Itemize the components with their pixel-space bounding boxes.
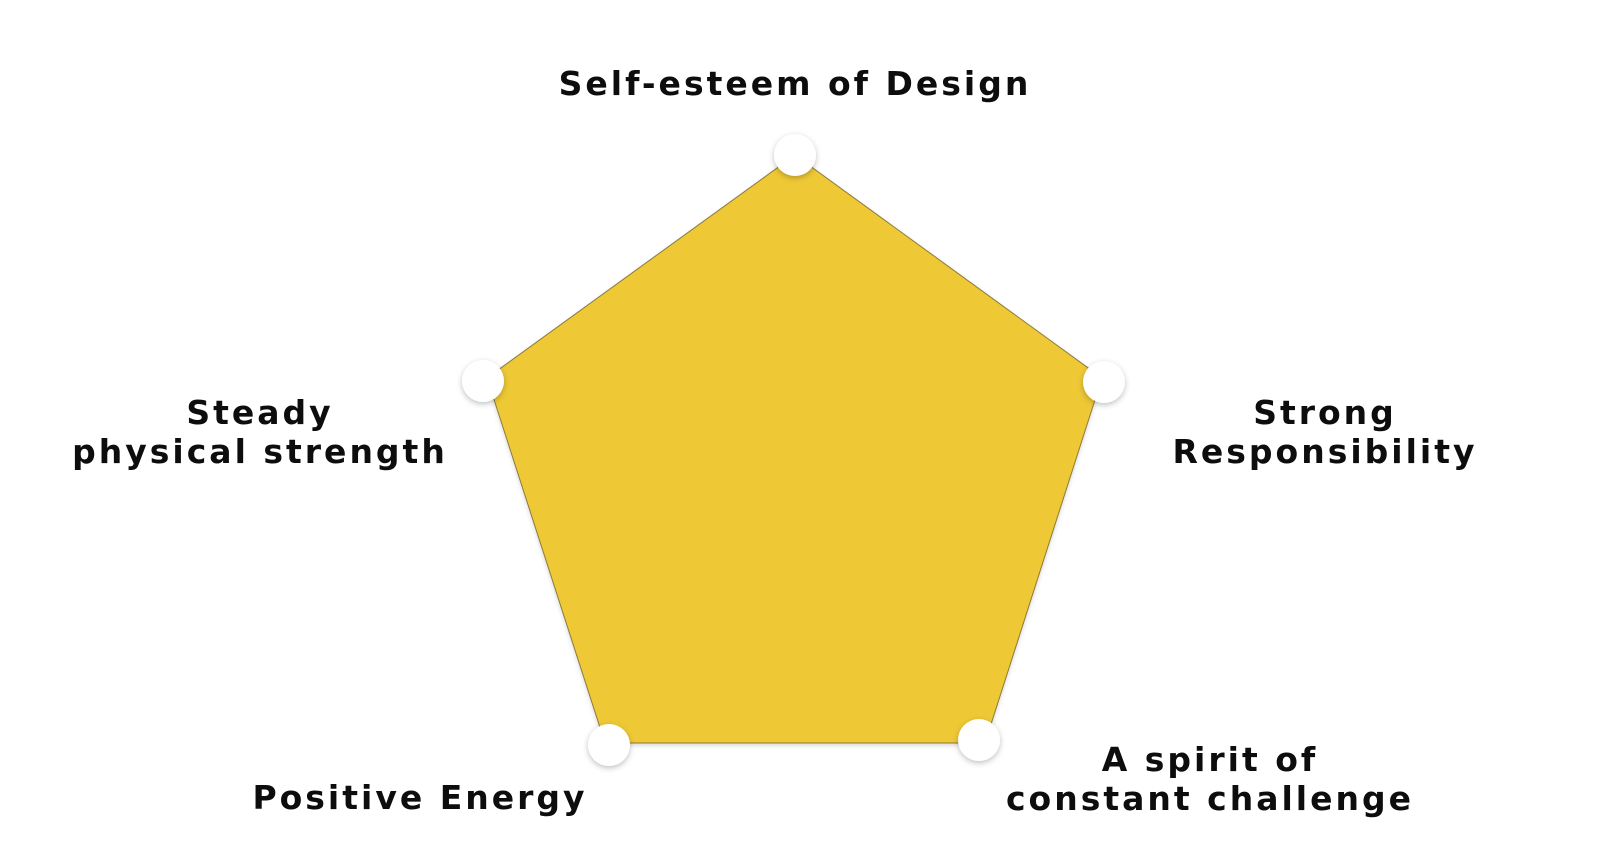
label-bottom-right-line-1: A spirit of [1101,740,1319,779]
label-bottom-right-line-2: constant challenge [1006,779,1414,818]
label-steady-physical-strength: Steady physical strength [40,393,480,471]
label-positive-energy: Positive Energy [210,778,630,817]
label-top-line: Self-esteem of Design [558,64,1032,103]
vertex-node-right [1083,361,1125,403]
label-spirit-of-constant-challenge: A spirit of constant challenge [980,740,1440,818]
vertex-node-bottom-right [958,719,1000,761]
label-left-line-2: physical strength [72,432,448,471]
vertex-node-bottom-left [588,724,630,766]
vertex-node-top [774,134,816,176]
pentagon-shape [486,154,1103,744]
label-bottom-left-line: Positive Energy [252,778,588,817]
vertex-node-left [462,360,504,402]
label-left-line-1: Steady [186,393,334,432]
label-right-line-1: Strong [1253,393,1397,432]
label-strong-responsibility: Strong Responsibility [1100,393,1550,471]
label-self-esteem-of-design: Self-esteem of Design [440,64,1150,103]
label-right-line-2: Responsibility [1172,432,1478,471]
